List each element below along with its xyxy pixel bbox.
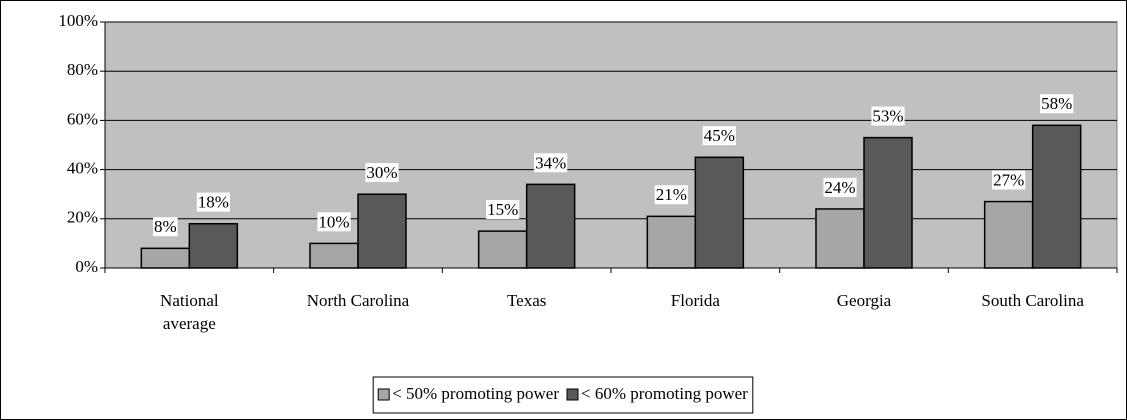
value-label: 8% xyxy=(154,217,177,236)
bar xyxy=(815,208,865,269)
value-label-bg xyxy=(871,106,905,126)
value-label: 34% xyxy=(535,153,566,172)
value-label: 24% xyxy=(824,178,855,197)
bar xyxy=(357,193,407,269)
value-label-bg xyxy=(654,185,688,205)
value-label-bg xyxy=(534,153,568,173)
value-label-bg xyxy=(992,170,1026,190)
legend-label: < 60% promoting power xyxy=(581,384,748,403)
y-tick-label: 60% xyxy=(67,109,98,128)
y-tick-label: 40% xyxy=(67,159,98,178)
value-label: 53% xyxy=(872,107,903,126)
y-tick-label: 0% xyxy=(75,257,98,276)
legend-box xyxy=(372,376,754,414)
value-label-bg xyxy=(196,192,230,212)
x-tick-label: Georgia xyxy=(837,291,892,310)
x-tick-label: North Carolina xyxy=(307,291,410,310)
value-label: 15% xyxy=(487,200,518,219)
bar xyxy=(863,136,913,269)
value-label: 21% xyxy=(656,185,687,204)
legend: < 50% promoting power < 60% promoting pow… xyxy=(372,376,754,414)
value-label: 18% xyxy=(198,193,229,212)
y-tick-label: 100% xyxy=(58,11,98,30)
x-tick-label: Florida xyxy=(671,291,721,310)
bar xyxy=(694,156,745,269)
legend-swatch xyxy=(566,388,579,401)
value-label-bg xyxy=(486,200,520,220)
y-tick-label: 80% xyxy=(67,60,98,79)
value-label-bg xyxy=(317,212,351,232)
value-label-bg xyxy=(365,163,399,183)
y-tick-label: 20% xyxy=(67,208,98,227)
value-label-bg xyxy=(823,177,857,197)
bar xyxy=(477,230,528,269)
value-label-bg xyxy=(1040,94,1074,114)
value-label: 27% xyxy=(993,170,1024,189)
x-tick-label: Texas xyxy=(507,291,546,310)
value-label: 30% xyxy=(366,163,397,182)
plot-area xyxy=(104,21,1118,269)
value-label: 58% xyxy=(1041,94,1072,113)
value-label: 10% xyxy=(318,212,349,231)
bar xyxy=(525,183,576,269)
bar xyxy=(646,215,697,269)
value-label-bg xyxy=(152,217,178,237)
legend-swatch xyxy=(377,388,390,401)
bar xyxy=(983,200,1034,269)
value-label-bg xyxy=(702,126,736,146)
bar xyxy=(140,247,191,269)
bar xyxy=(188,222,239,269)
x-tick-label: South Carolina xyxy=(981,291,1084,310)
x-tick-label: National average xyxy=(160,291,219,333)
value-label: 45% xyxy=(704,126,735,145)
bar xyxy=(309,242,359,269)
legend-label: < 50% promoting power xyxy=(392,384,559,403)
bar xyxy=(1031,124,1082,269)
